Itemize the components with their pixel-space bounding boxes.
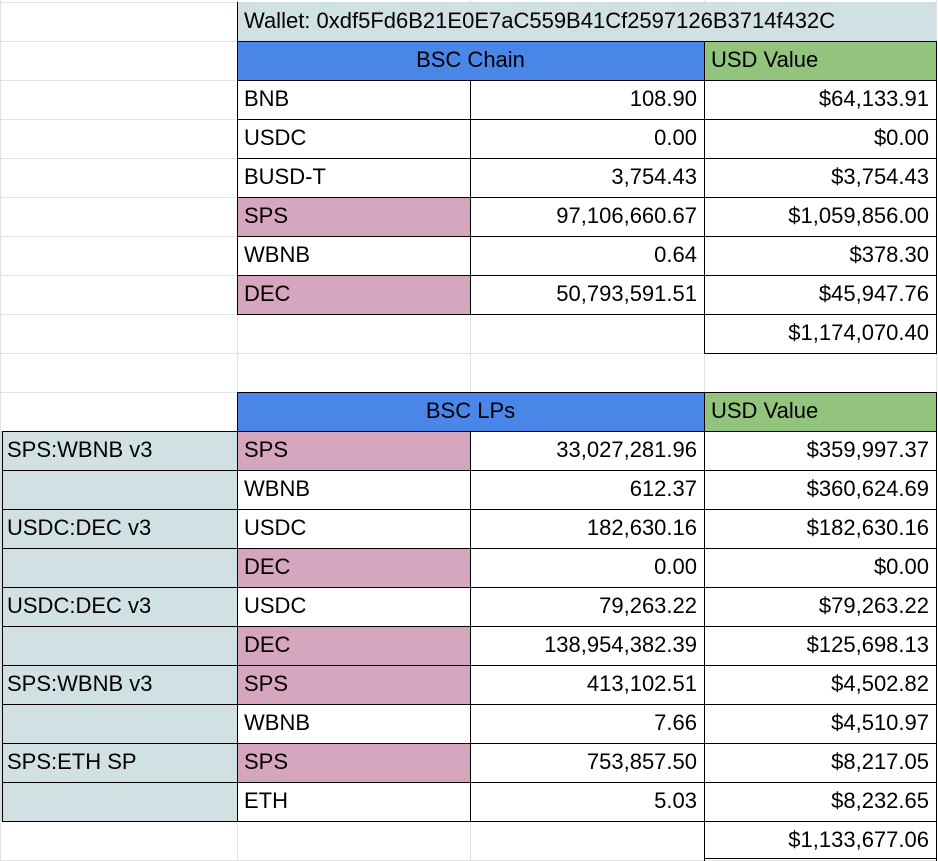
border bbox=[2, 782, 937, 783]
lp-token-cell[interactable]: WBNB bbox=[244, 710, 310, 735]
lp-token-cell[interactable]: SPS bbox=[237, 665, 470, 704]
border bbox=[237, 41, 238, 315]
lp-pool-label-cell[interactable]: SPS:WBNB v3 bbox=[0, 431, 237, 470]
lp-pool-label-cell[interactable]: USDC:DEC v3 bbox=[0, 587, 237, 626]
lp-pool-label-cell[interactable] bbox=[0, 626, 237, 665]
lp-amount-cell[interactable]: 138,954,382.39 bbox=[544, 632, 697, 657]
chain-token-cell[interactable]: SPS bbox=[237, 197, 470, 236]
border bbox=[237, 236, 937, 237]
chain-amount-cell[interactable]: 97,106,660.67 bbox=[556, 203, 697, 228]
lp-amount-cell[interactable]: 753,857.50 bbox=[586, 749, 697, 774]
border bbox=[237, 197, 937, 198]
border bbox=[704, 353, 937, 354]
chain-usd-cell[interactable]: $1,059,856.00 bbox=[788, 203, 929, 228]
lp-amount-cell[interactable]: 182,630.16 bbox=[586, 515, 697, 540]
gridline-row bbox=[0, 353, 937, 354]
chain-token-cell[interactable]: BNB bbox=[244, 86, 290, 111]
border bbox=[237, 80, 937, 81]
lp-amount-cell[interactable]: 79,263.22 bbox=[599, 593, 697, 618]
chain-total-cell[interactable]: $1,174,070.40 bbox=[788, 320, 929, 345]
lp-usd-cell[interactable]: $8,217.05 bbox=[831, 749, 929, 774]
chain-usd-cell[interactable]: $3,754.43 bbox=[831, 164, 929, 189]
lp-amount-cell[interactable]: 612.37 bbox=[629, 476, 697, 501]
lp-pool-label-cell[interactable] bbox=[0, 470, 237, 509]
border bbox=[2, 509, 937, 510]
chain-amount-cell[interactable]: 0.00 bbox=[654, 125, 697, 150]
wallet-label-cell[interactable]: Wallet: 0xdf5Fd6B21E0E7aC559B41Cf2597126… bbox=[237, 2, 936, 41]
border bbox=[2, 470, 937, 471]
chain-amount-cell[interactable]: 50,793,591.51 bbox=[556, 281, 697, 306]
lp-token-cell[interactable]: ETH bbox=[244, 788, 288, 813]
lp-token-cell[interactable]: SPS bbox=[237, 431, 470, 470]
gridline-col bbox=[0, 0, 1, 861]
lp-token-cell[interactable]: SPS bbox=[237, 743, 470, 782]
border bbox=[704, 314, 705, 354]
border bbox=[2, 704, 937, 705]
lp-amount-cell[interactable]: 7.66 bbox=[654, 710, 697, 735]
border bbox=[2, 626, 937, 627]
border bbox=[2, 665, 937, 666]
border bbox=[704, 41, 705, 315]
lp-usd-cell[interactable]: $79,263.22 bbox=[818, 593, 929, 618]
border bbox=[237, 119, 937, 120]
lp-token-cell[interactable]: USDC bbox=[244, 515, 307, 540]
border bbox=[2, 587, 937, 588]
lp-pool-label-cell[interactable]: SPS:WBNB v3 bbox=[0, 665, 237, 704]
lp-amount-cell[interactable]: 5.03 bbox=[654, 788, 697, 813]
border bbox=[237, 392, 937, 393]
lp-pool-label-cell[interactable] bbox=[0, 704, 237, 743]
lp-usd-cell[interactable]: $8,232.65 bbox=[831, 788, 929, 813]
border bbox=[704, 858, 937, 859]
lp-usd-cell[interactable]: $359,997.37 bbox=[806, 437, 929, 462]
chain-token-cell[interactable]: DEC bbox=[237, 275, 470, 314]
lp-usd-cell[interactable]: $4,502.82 bbox=[831, 671, 929, 696]
lps-total-cell[interactable]: $1,133,677.06 bbox=[788, 827, 929, 852]
border bbox=[2, 548, 937, 549]
lp-usd-cell[interactable]: $0.00 bbox=[873, 554, 929, 579]
lp-usd-cell[interactable]: $360,624.69 bbox=[806, 476, 929, 501]
lp-token-cell[interactable]: USDC bbox=[244, 593, 307, 618]
chain-token-cell[interactable]: USDC bbox=[244, 125, 307, 150]
border bbox=[2, 743, 937, 744]
chain-usd-cell[interactable]: $45,947.76 bbox=[818, 281, 929, 306]
lp-usd-cell[interactable]: $125,698.13 bbox=[806, 632, 929, 657]
lp-usd-cell[interactable]: $182,630.16 bbox=[806, 515, 929, 540]
lp-amount-cell[interactable]: 413,102.51 bbox=[586, 671, 697, 696]
lp-pool-label-cell[interactable]: SPS:ETH SP bbox=[0, 743, 237, 782]
chain-token-cell[interactable]: BUSD-T bbox=[244, 164, 326, 189]
border bbox=[237, 41, 937, 42]
lp-pool-label-cell[interactable]: USDC:DEC v3 bbox=[0, 509, 237, 548]
border bbox=[237, 392, 238, 822]
chain-usd-cell[interactable]: $378.30 bbox=[849, 242, 929, 267]
border bbox=[237, 158, 937, 159]
border bbox=[237, 314, 937, 315]
border bbox=[2, 431, 937, 432]
lp-pool-label-cell[interactable] bbox=[0, 548, 237, 587]
chain-usd-cell[interactable]: $64,133.91 bbox=[818, 86, 929, 111]
border bbox=[2, 821, 937, 822]
lp-amount-cell[interactable]: 0.00 bbox=[654, 554, 697, 579]
lp-token-cell[interactable]: DEC bbox=[237, 548, 470, 587]
chain-amount-cell[interactable]: 3,754.43 bbox=[611, 164, 697, 189]
chain-amount-cell[interactable]: 0.64 bbox=[654, 242, 697, 267]
chain-header[interactable]: BSC Chain bbox=[237, 41, 704, 80]
lps-header[interactable]: BSC LPs bbox=[237, 392, 704, 431]
lps-usd-header[interactable]: USD Value bbox=[704, 392, 936, 431]
lp-pool-label-cell[interactable] bbox=[0, 782, 237, 821]
border bbox=[237, 2, 238, 42]
lp-amount-cell[interactable]: 33,027,281.96 bbox=[556, 437, 697, 462]
lp-token-cell[interactable]: DEC bbox=[237, 626, 470, 665]
lp-usd-cell[interactable]: $4,510.97 bbox=[831, 710, 929, 735]
border bbox=[237, 275, 937, 276]
chain-usd-header[interactable]: USD Value bbox=[704, 41, 936, 80]
chain-token-cell[interactable]: WBNB bbox=[244, 242, 310, 267]
lp-token-cell[interactable]: WBNB bbox=[244, 476, 310, 501]
chain-amount-cell[interactable]: 108.90 bbox=[629, 86, 697, 111]
chain-usd-cell[interactable]: $0.00 bbox=[873, 125, 929, 150]
